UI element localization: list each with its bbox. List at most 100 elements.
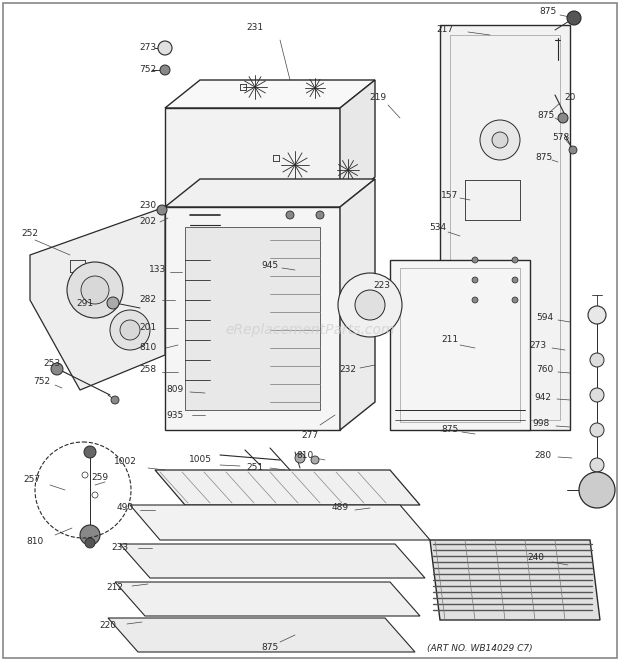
- Text: 273: 273: [529, 340, 547, 350]
- Polygon shape: [165, 80, 375, 108]
- Text: 291: 291: [76, 299, 94, 307]
- Text: 212: 212: [107, 584, 123, 592]
- Circle shape: [295, 453, 305, 463]
- Circle shape: [157, 205, 167, 215]
- Circle shape: [472, 257, 478, 263]
- Text: 875: 875: [441, 426, 459, 434]
- Text: 217: 217: [436, 26, 454, 34]
- Circle shape: [512, 277, 518, 283]
- Polygon shape: [130, 505, 430, 540]
- Text: 202: 202: [140, 217, 156, 227]
- Text: 280: 280: [534, 451, 552, 459]
- Text: 810: 810: [27, 537, 43, 547]
- Text: 233: 233: [112, 543, 128, 553]
- Circle shape: [120, 320, 140, 340]
- Text: 760: 760: [536, 366, 554, 375]
- Text: (ART NO. WB14029 C7): (ART NO. WB14029 C7): [427, 644, 533, 652]
- Circle shape: [492, 132, 508, 148]
- Circle shape: [590, 353, 604, 367]
- Text: 201: 201: [140, 323, 157, 332]
- Text: 259: 259: [91, 473, 108, 483]
- Text: 240: 240: [528, 553, 544, 563]
- Text: 489: 489: [332, 504, 348, 512]
- Text: 810: 810: [296, 451, 314, 459]
- Circle shape: [107, 297, 119, 309]
- Polygon shape: [440, 25, 570, 430]
- Circle shape: [590, 423, 604, 437]
- Polygon shape: [115, 582, 420, 616]
- Circle shape: [338, 273, 402, 337]
- Circle shape: [67, 262, 123, 318]
- Text: 935: 935: [166, 410, 184, 420]
- Text: 490: 490: [117, 504, 133, 512]
- Text: 220: 220: [99, 621, 117, 631]
- Polygon shape: [430, 540, 600, 620]
- Text: 252: 252: [22, 229, 38, 237]
- Text: 223: 223: [373, 280, 391, 290]
- Polygon shape: [165, 179, 375, 207]
- Circle shape: [355, 290, 385, 320]
- Text: 534: 534: [430, 223, 446, 233]
- Text: 594: 594: [536, 313, 554, 323]
- Circle shape: [84, 446, 96, 458]
- Circle shape: [590, 458, 604, 472]
- Polygon shape: [185, 227, 320, 410]
- Text: 875: 875: [539, 7, 557, 17]
- Circle shape: [311, 456, 319, 464]
- Text: 875: 875: [538, 110, 555, 120]
- Text: 277: 277: [301, 430, 319, 440]
- Circle shape: [480, 120, 520, 160]
- Circle shape: [512, 297, 518, 303]
- Text: 875: 875: [536, 153, 552, 163]
- Text: 282: 282: [140, 295, 156, 305]
- Circle shape: [286, 211, 294, 219]
- Circle shape: [590, 388, 604, 402]
- Circle shape: [316, 211, 324, 219]
- Text: 211: 211: [441, 336, 459, 344]
- Polygon shape: [155, 470, 420, 505]
- Circle shape: [110, 310, 150, 350]
- Circle shape: [472, 277, 478, 283]
- Text: 998: 998: [533, 420, 549, 428]
- Text: 232: 232: [340, 366, 356, 375]
- Circle shape: [81, 276, 109, 304]
- Circle shape: [512, 257, 518, 263]
- Text: 752: 752: [33, 377, 51, 387]
- Text: 875: 875: [262, 644, 278, 652]
- Circle shape: [558, 113, 568, 123]
- Text: 253: 253: [43, 358, 61, 368]
- Text: 251: 251: [246, 463, 264, 473]
- Polygon shape: [120, 544, 425, 578]
- Text: 230: 230: [140, 202, 157, 210]
- Text: 257: 257: [24, 475, 40, 485]
- Circle shape: [85, 538, 95, 548]
- Text: eReplacementParts.com: eReplacementParts.com: [225, 323, 395, 337]
- Circle shape: [579, 472, 615, 508]
- Text: 810: 810: [140, 344, 157, 352]
- Polygon shape: [108, 618, 415, 652]
- Circle shape: [567, 11, 581, 25]
- Text: 1002: 1002: [113, 457, 136, 467]
- Text: 1005: 1005: [188, 455, 211, 465]
- Circle shape: [569, 146, 577, 154]
- Polygon shape: [390, 260, 530, 430]
- Text: 258: 258: [140, 366, 157, 375]
- Text: 219: 219: [370, 93, 386, 102]
- Text: 157: 157: [441, 190, 459, 200]
- Polygon shape: [340, 80, 375, 205]
- Circle shape: [158, 41, 172, 55]
- Circle shape: [588, 306, 606, 324]
- Polygon shape: [340, 179, 375, 430]
- Text: 945: 945: [262, 260, 278, 270]
- Circle shape: [80, 525, 100, 545]
- Polygon shape: [30, 207, 165, 390]
- Text: 752: 752: [140, 65, 157, 75]
- Circle shape: [472, 297, 478, 303]
- Polygon shape: [165, 108, 340, 205]
- Text: 942: 942: [534, 393, 552, 401]
- Circle shape: [111, 396, 119, 404]
- Text: 273: 273: [140, 42, 157, 52]
- Text: 20: 20: [564, 93, 576, 102]
- Text: 231: 231: [246, 24, 264, 32]
- Text: 133: 133: [149, 266, 167, 274]
